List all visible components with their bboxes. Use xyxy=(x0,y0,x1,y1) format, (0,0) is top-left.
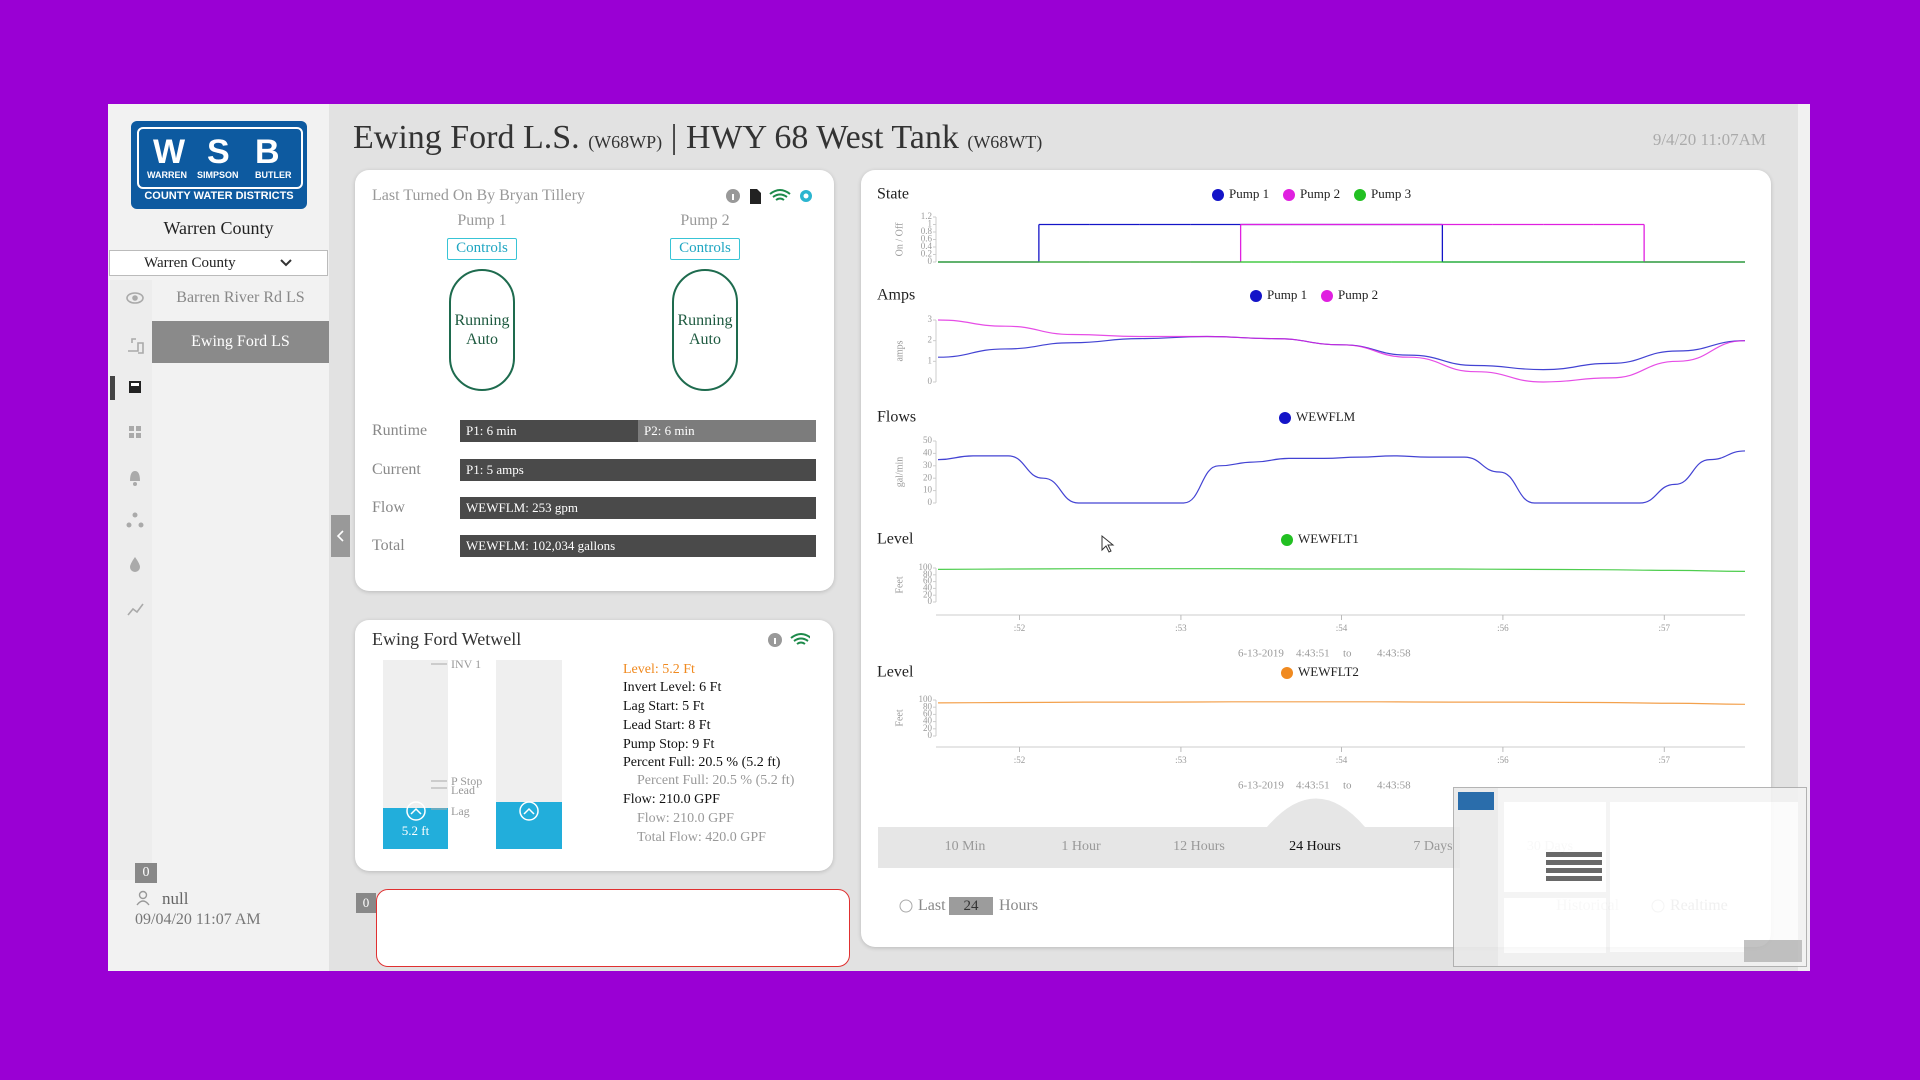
controls-button[interactable]: Controls xyxy=(447,238,517,260)
controls-button[interactable]: Controls xyxy=(670,238,740,260)
wetwell-line: Total Flow: 420.0 GPF xyxy=(637,830,766,845)
mini-card xyxy=(1610,802,1798,952)
logo-name: SIMPSON xyxy=(197,170,239,180)
sidebar-badge: 0 xyxy=(135,863,157,883)
nav-active-bar xyxy=(110,376,115,400)
sidebar-datetime: 09/04/20 11:07 AM xyxy=(135,911,261,928)
logo-letter: W xyxy=(153,133,186,171)
tank-marks xyxy=(406,663,539,821)
pump-name: Pump 1 xyxy=(457,212,507,229)
tank-level: 5.2 ft xyxy=(401,823,430,838)
pump-status: Running Auto xyxy=(449,269,515,391)
minimap xyxy=(1453,787,1807,967)
wetwell-line: Percent Full: 20.5 % (5.2 ft) xyxy=(637,773,795,788)
logo-caption: COUNTY WATER DISTRICTS xyxy=(144,190,294,202)
wetwell-icons xyxy=(768,633,810,647)
row-bar: P1: 6 min xyxy=(460,420,638,442)
wetwell-line: Flow: 210.0 GPF xyxy=(637,811,734,826)
wetwell-line: Lag Start: 5 Ft xyxy=(623,699,705,714)
station[interactable]: Ewing Ford LS xyxy=(152,321,329,363)
pump-card xyxy=(355,170,834,591)
status-text: Running xyxy=(677,312,733,329)
wetwell-line: Percent Full: 20.5 % (5.2 ft) xyxy=(623,755,781,770)
user-icon xyxy=(136,890,150,906)
status-text: Auto xyxy=(689,331,721,348)
tank-label: INV 1 xyxy=(451,657,482,671)
mini-bar xyxy=(1546,852,1602,882)
alarm-badge: 0 xyxy=(356,893,376,913)
wetwell-line: Flow: 210.0 GPF xyxy=(623,792,720,807)
station[interactable]: Barren River Rd LS xyxy=(176,289,305,306)
mini-card xyxy=(1504,898,1606,953)
tank-label: P Stop xyxy=(451,774,483,788)
row-label: Current xyxy=(372,461,421,478)
row-label: Total xyxy=(372,537,405,554)
tank-water xyxy=(383,808,448,849)
mini-sidebar xyxy=(1454,788,1498,966)
pump-status: Running Auto xyxy=(672,269,738,391)
collapse-tab[interactable] xyxy=(331,515,350,557)
logo: W S B WARREN SIMPSON BUTLER COUNTY WATER… xyxy=(131,121,307,209)
subtitle-code: (W68WT) xyxy=(967,132,1043,152)
timestamp: 9/4/20 11:07AM xyxy=(1652,130,1766,149)
wetwell-line: Invert Level: 6 Ft xyxy=(623,680,722,695)
scrollbar xyxy=(1798,104,1810,971)
row-bar: P2: 6 min xyxy=(638,420,816,442)
subtitle: HWY 68 West Tank xyxy=(685,119,959,156)
row-bar: WEWFLM: 253 gpm xyxy=(460,497,816,519)
wetwell-line: Pump Stop: 9 Ft xyxy=(623,737,715,752)
title: Ewing Ford L.S. xyxy=(353,119,580,156)
logo-letter: B xyxy=(255,133,280,171)
logo-name: WARREN xyxy=(147,170,187,180)
user: null xyxy=(162,889,189,908)
last-on: Last Turned On By Bryan Tillery xyxy=(372,187,585,204)
chevron xyxy=(280,259,292,267)
county-dropdown[interactable]: Warren County xyxy=(109,250,328,276)
alarm-box xyxy=(376,889,850,967)
row-label: Runtime xyxy=(372,422,428,439)
collapse-arrow xyxy=(336,530,344,542)
range-option[interactable]: 12 Hours xyxy=(1173,839,1225,854)
nav-icons xyxy=(126,292,144,616)
wetwell-line: Lead Start: 8 Ft xyxy=(623,718,711,733)
separator: | xyxy=(670,119,678,156)
row-label: Flow xyxy=(372,499,405,516)
status-text: Auto xyxy=(466,331,498,348)
row-bar: P1: 5 amps xyxy=(460,459,816,481)
range-option[interactable]: 24 Hours xyxy=(1289,839,1341,854)
range-option[interactable]: 7 Days xyxy=(1413,839,1453,854)
range-option[interactable]: 1 Hour xyxy=(1061,839,1101,854)
title-code: (W68WP) xyxy=(588,132,663,152)
status-text: Running xyxy=(454,312,510,329)
tank-label: Lead xyxy=(451,783,475,797)
wetwell-title: Ewing Ford Wetwell xyxy=(372,629,522,649)
range-option[interactable]: 10 Min xyxy=(944,839,986,854)
logo-inner xyxy=(137,127,303,189)
row-bar: WEWFLM: 102,034 gallons xyxy=(460,535,816,557)
last-value[interactable]: 24 xyxy=(963,898,979,914)
dropdown-value: Warren County xyxy=(144,255,236,271)
mini-logo xyxy=(1458,792,1494,810)
last-unit: Hours xyxy=(999,897,1039,914)
logo-name: BUTLER xyxy=(255,170,292,180)
page-title: Ewing Ford L.S. (W68WP) | HWY 68 West Ta… xyxy=(353,118,1042,162)
county: Warren County xyxy=(163,218,274,238)
last-label: Last xyxy=(918,897,946,914)
pump-name: Pump 2 xyxy=(680,212,730,229)
card-icons xyxy=(726,189,812,204)
logo-letter: S xyxy=(207,133,230,171)
mini-control xyxy=(1744,940,1802,962)
tank-label: Lag xyxy=(451,804,470,818)
icon-column xyxy=(110,280,152,880)
wetwell-line: Level: 5.2 Ft xyxy=(623,662,695,677)
